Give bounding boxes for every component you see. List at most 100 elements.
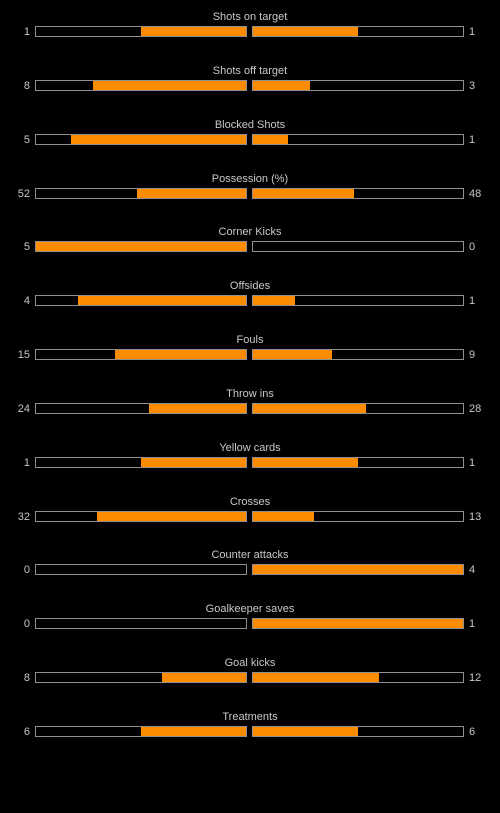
away-bar xyxy=(252,672,464,684)
home-bar xyxy=(35,79,247,91)
away-bar xyxy=(252,456,464,468)
home-value: 8 xyxy=(23,672,30,685)
away-value: 1 xyxy=(469,133,476,146)
stat-row-blocked-shots: Blocked Shots 5 1 xyxy=(0,108,500,162)
away-value: 3 xyxy=(469,79,476,92)
home-value: 5 xyxy=(23,241,30,254)
away-bar-fill xyxy=(253,350,332,360)
away-bar-fill xyxy=(253,457,358,467)
home-bar-fill xyxy=(148,403,246,413)
match-stats-panel: Shots on target 1 1 Shots off target 8 3… xyxy=(0,0,500,754)
home-value: 24 xyxy=(17,402,30,415)
stat-label: Throw ins xyxy=(226,387,274,400)
home-value: 1 xyxy=(23,456,30,469)
stat-label: Yellow cards xyxy=(219,441,281,454)
stat-label: Blocked Shots xyxy=(214,118,286,131)
stat-row-possession: Possession (%) 52 48 xyxy=(0,162,500,216)
stat-row-corner-kicks: Corner Kicks 5 0 xyxy=(0,215,500,269)
away-bar xyxy=(252,295,464,307)
stat-label: Fouls xyxy=(236,334,264,347)
stat-label: Goal kicks xyxy=(224,657,276,670)
away-value: 1 xyxy=(469,26,476,38)
away-bar xyxy=(252,725,464,737)
away-bar xyxy=(252,349,464,361)
away-bar xyxy=(252,133,464,145)
stat-row-shots-off-target: Shots off target 8 3 xyxy=(0,54,500,108)
home-bar xyxy=(35,564,247,576)
stat-row-throw-ins: Throw ins 24 28 xyxy=(0,377,500,431)
home-bar xyxy=(35,456,247,468)
stat-row-treatments: Treatments 6 6 xyxy=(0,700,500,754)
home-bar xyxy=(35,349,247,361)
home-bar xyxy=(35,133,247,145)
home-value: 1 xyxy=(23,26,30,38)
stat-label: Shots on target xyxy=(212,11,288,23)
away-bar-fill xyxy=(253,296,295,306)
stat-label: Possession (%) xyxy=(211,172,289,185)
stat-row-crosses: Crosses 32 13 xyxy=(0,485,500,539)
stat-label: Goalkeeper saves xyxy=(205,603,295,616)
stat-row-counter-attacks: Counter attacks 0 4 xyxy=(0,538,500,592)
stat-label: Treatments xyxy=(222,710,278,723)
stat-label: Crosses xyxy=(229,495,271,508)
away-value: 4 xyxy=(469,564,476,577)
home-bar-fill xyxy=(96,511,246,521)
away-bar xyxy=(252,26,464,37)
away-bar-fill xyxy=(253,188,354,198)
away-bar-fill xyxy=(253,511,314,521)
away-value: 9 xyxy=(469,349,476,362)
home-bar-fill xyxy=(93,80,246,90)
home-bar-fill xyxy=(162,673,246,683)
home-value: 52 xyxy=(17,187,30,200)
away-bar xyxy=(252,510,464,522)
stat-label: Corner Kicks xyxy=(218,226,282,239)
home-bar-fill xyxy=(136,188,246,198)
home-value: 5 xyxy=(23,133,30,146)
away-bar-fill xyxy=(253,726,358,736)
away-bar xyxy=(252,402,464,414)
away-bar-fill xyxy=(253,27,358,36)
home-bar xyxy=(35,618,247,630)
away-bar-fill xyxy=(253,619,463,629)
stat-label: Offsides xyxy=(229,280,271,293)
away-value: 48 xyxy=(469,187,482,200)
away-bar xyxy=(252,564,464,576)
away-value: 0 xyxy=(469,241,476,254)
home-bar-fill xyxy=(71,134,246,144)
home-value: 15 xyxy=(17,349,30,362)
stat-row-goalkeeper-saves: Goalkeeper saves 0 1 xyxy=(0,592,500,646)
home-bar-fill xyxy=(36,242,246,252)
home-bar xyxy=(35,26,247,37)
home-bar xyxy=(35,510,247,522)
away-value: 1 xyxy=(469,618,476,631)
home-bar xyxy=(35,187,247,199)
home-value: 0 xyxy=(23,618,30,631)
away-value: 6 xyxy=(469,725,476,738)
home-bar-fill xyxy=(141,726,246,736)
home-value: 8 xyxy=(23,79,30,92)
away-value: 28 xyxy=(469,402,482,415)
away-value: 1 xyxy=(469,295,476,308)
stat-row-fouls: Fouls 15 9 xyxy=(0,323,500,377)
stat-label: Shots off target xyxy=(212,64,288,77)
home-bar xyxy=(35,295,247,307)
away-value: 1 xyxy=(469,456,476,469)
home-bar-fill xyxy=(78,296,246,306)
away-bar-fill xyxy=(253,673,379,683)
away-bar-fill xyxy=(253,80,311,90)
home-value: 32 xyxy=(17,510,30,523)
home-bar xyxy=(35,672,247,684)
away-bar xyxy=(252,241,464,253)
stat-row-offsides: Offsides 4 1 xyxy=(0,269,500,323)
home-bar-fill xyxy=(141,27,246,36)
away-bar-fill xyxy=(253,565,463,575)
away-bar-fill xyxy=(253,403,366,413)
home-bar-fill xyxy=(114,350,246,360)
home-bar xyxy=(35,402,247,414)
away-bar xyxy=(252,79,464,91)
stat-row-goal-kicks: Goal kicks 8 12 xyxy=(0,646,500,700)
stat-row-shots-on-target: Shots on target 1 1 xyxy=(0,0,500,54)
home-value: 4 xyxy=(23,295,30,308)
home-value: 0 xyxy=(23,564,30,577)
home-bar-fill xyxy=(141,457,246,467)
